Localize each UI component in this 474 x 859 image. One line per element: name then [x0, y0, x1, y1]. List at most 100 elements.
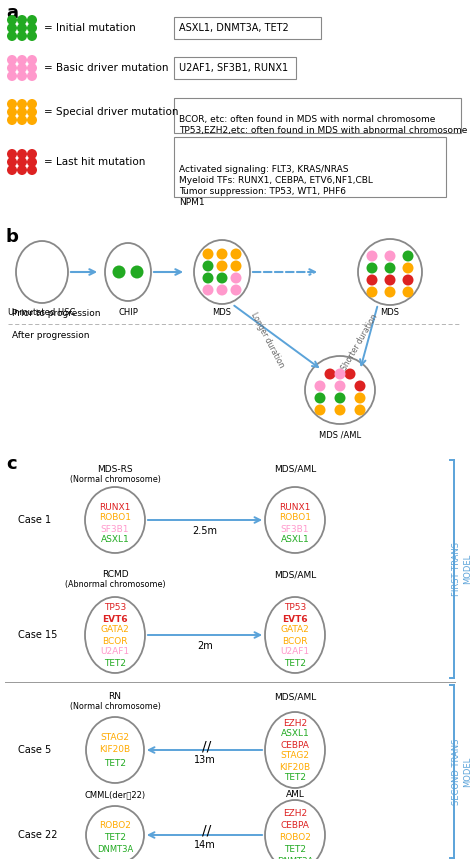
- Circle shape: [335, 393, 346, 404]
- Text: U2AF1, SF3B1, RUNX1: U2AF1, SF3B1, RUNX1: [179, 63, 288, 73]
- FancyBboxPatch shape: [174, 57, 296, 79]
- Text: RCMD: RCMD: [102, 570, 128, 579]
- Text: RUNX1: RUNX1: [279, 503, 310, 511]
- Circle shape: [17, 149, 27, 159]
- Text: MDS-RS: MDS-RS: [97, 465, 133, 474]
- Circle shape: [7, 63, 17, 73]
- Circle shape: [27, 115, 37, 125]
- Circle shape: [27, 23, 37, 33]
- Text: (Normal chromosome): (Normal chromosome): [70, 702, 160, 711]
- Circle shape: [17, 23, 27, 33]
- Text: SF3B1: SF3B1: [281, 525, 309, 533]
- Circle shape: [345, 369, 356, 380]
- Circle shape: [202, 248, 213, 259]
- Circle shape: [27, 99, 37, 109]
- Text: EVT6: EVT6: [282, 614, 308, 624]
- Text: ROBO1: ROBO1: [99, 514, 131, 522]
- Text: 13m: 13m: [194, 755, 216, 765]
- Text: = Basic driver mutation: = Basic driver mutation: [44, 63, 168, 73]
- Circle shape: [7, 165, 17, 175]
- Circle shape: [7, 157, 17, 167]
- Circle shape: [402, 263, 413, 273]
- Circle shape: [366, 263, 377, 273]
- Text: BCOR: BCOR: [282, 637, 308, 645]
- Text: Longer duration: Longer duration: [249, 311, 285, 369]
- Text: CHIP: CHIP: [118, 308, 138, 317]
- Text: c: c: [6, 455, 17, 473]
- Text: (Abnormal chromosome): (Abnormal chromosome): [64, 580, 165, 589]
- FancyBboxPatch shape: [174, 17, 321, 39]
- Text: MDS/AML: MDS/AML: [274, 465, 316, 474]
- Text: GATA2: GATA2: [100, 625, 129, 635]
- Text: DNMT3A: DNMT3A: [277, 856, 313, 859]
- Text: GATA2: GATA2: [281, 625, 310, 635]
- Text: ROBO1: ROBO1: [279, 514, 311, 522]
- Text: MDS: MDS: [381, 308, 400, 317]
- Text: MDS/AML: MDS/AML: [274, 692, 316, 701]
- Circle shape: [230, 284, 241, 295]
- Text: CEBPA: CEBPA: [281, 820, 310, 830]
- Text: EZH2: EZH2: [283, 808, 307, 818]
- Text: = Initial mutation: = Initial mutation: [44, 23, 136, 33]
- Circle shape: [27, 165, 37, 175]
- Circle shape: [7, 15, 17, 25]
- Text: TP53: TP53: [104, 604, 126, 612]
- Circle shape: [27, 15, 37, 25]
- Circle shape: [17, 107, 27, 117]
- Circle shape: [384, 287, 395, 297]
- Text: NPM1: NPM1: [179, 198, 205, 207]
- Circle shape: [7, 99, 17, 109]
- Text: a: a: [6, 4, 18, 22]
- Circle shape: [27, 157, 37, 167]
- Circle shape: [7, 23, 17, 33]
- Circle shape: [112, 265, 126, 278]
- Circle shape: [130, 265, 144, 278]
- Text: (Normal chromosome): (Normal chromosome): [70, 475, 160, 484]
- Text: Tumor suppression: TP53, WT1, PHF6: Tumor suppression: TP53, WT1, PHF6: [179, 187, 346, 196]
- Text: U2AF1: U2AF1: [100, 648, 129, 656]
- Text: MDS /AML: MDS /AML: [319, 430, 361, 439]
- Circle shape: [17, 115, 27, 125]
- Text: Myeloid TFs: RUNX1, CEBPA, ETV6,NF1,CBL: Myeloid TFs: RUNX1, CEBPA, ETV6,NF1,CBL: [179, 176, 373, 185]
- Circle shape: [355, 405, 365, 416]
- Text: Prior to progression: Prior to progression: [12, 309, 100, 319]
- Circle shape: [315, 405, 326, 416]
- Circle shape: [335, 369, 346, 380]
- Circle shape: [17, 71, 27, 81]
- Text: EVT6: EVT6: [102, 614, 128, 624]
- Circle shape: [217, 272, 228, 283]
- Text: TP53: TP53: [284, 604, 306, 612]
- Circle shape: [230, 248, 241, 259]
- Text: TET2: TET2: [284, 773, 306, 783]
- Text: FIRST TRANS
MODEL: FIRST TRANS MODEL: [452, 542, 472, 596]
- Circle shape: [217, 284, 228, 295]
- Circle shape: [217, 248, 228, 259]
- FancyBboxPatch shape: [174, 98, 461, 133]
- Circle shape: [384, 263, 395, 273]
- Text: Unmutated HSC: Unmutated HSC: [9, 308, 76, 317]
- Text: TET2: TET2: [284, 844, 306, 854]
- Circle shape: [7, 107, 17, 117]
- Circle shape: [202, 272, 213, 283]
- Text: ASXL1: ASXL1: [100, 535, 129, 545]
- Text: //: //: [202, 739, 211, 753]
- Text: Shorter duration: Shorter duration: [340, 313, 380, 372]
- FancyBboxPatch shape: [174, 137, 446, 197]
- Text: EZH2: EZH2: [283, 718, 307, 728]
- Circle shape: [202, 284, 213, 295]
- Circle shape: [217, 260, 228, 271]
- Text: Case 22: Case 22: [18, 830, 57, 840]
- Text: U2AF1: U2AF1: [281, 648, 310, 656]
- Text: AML: AML: [285, 790, 304, 799]
- Circle shape: [366, 251, 377, 261]
- Circle shape: [27, 149, 37, 159]
- Circle shape: [384, 251, 395, 261]
- Circle shape: [7, 55, 17, 65]
- Circle shape: [17, 31, 27, 41]
- Circle shape: [366, 275, 377, 285]
- Text: RUNX1: RUNX1: [100, 503, 131, 511]
- Text: DNMT3A: DNMT3A: [97, 844, 133, 854]
- Circle shape: [17, 55, 27, 65]
- Text: Case 15: Case 15: [18, 630, 57, 640]
- Text: STAG2: STAG2: [100, 733, 129, 741]
